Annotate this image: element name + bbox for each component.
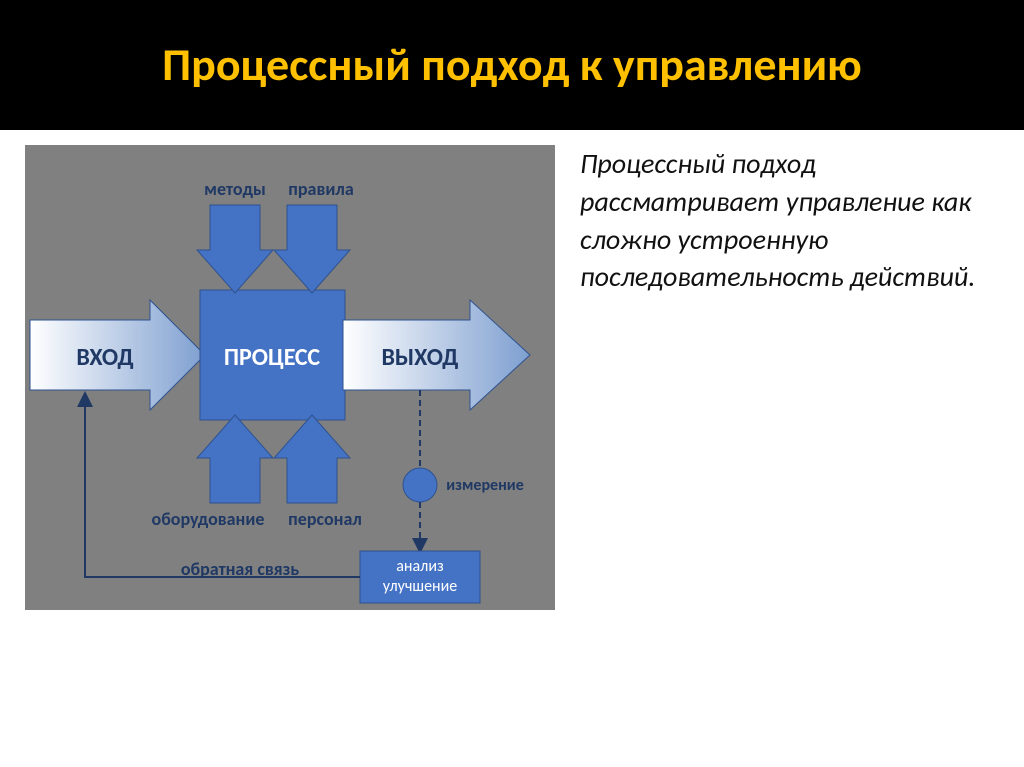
slide-title: Процессный подход к управлению (162, 37, 862, 93)
content-row: ВХОД ПРОЦЕСС ВЫХОД методы правила (0, 130, 1024, 610)
improvement-label: улучшение (383, 577, 457, 596)
output-arrow: ВЫХОД (343, 300, 530, 410)
input-arrow: ВХОД (30, 300, 205, 410)
analysis-label: анализ (396, 557, 444, 576)
top-arrow-methods: методы (197, 178, 273, 293)
input-label: ВХОД (76, 343, 133, 372)
feedback-label: обратная связь (181, 558, 299, 580)
description-text: Процессный подход рассматривает управлен… (580, 145, 980, 610)
bottom-arrow-personnel: персонал (274, 415, 362, 530)
measurement-node: измерение (403, 390, 524, 550)
process-label: ПРОЦЕСС (224, 343, 321, 372)
bottom-arrow-equipment: оборудование (152, 415, 273, 530)
slide-header: Процессный подход к управлению (0, 0, 1024, 130)
analysis-box: анализ улучшение (360, 551, 480, 603)
measurement-label: измерение (446, 476, 524, 495)
top-arrow-rules: правила (274, 178, 354, 293)
rules-label: правила (288, 178, 353, 200)
output-label: ВЫХОД (382, 343, 459, 372)
methods-label: методы (204, 178, 266, 200)
personnel-label: персонал (288, 508, 362, 530)
equipment-label: оборудование (152, 508, 265, 530)
process-box: ПРОЦЕСС (200, 290, 345, 420)
process-diagram: ВХОД ПРОЦЕСС ВЫХОД методы правила (25, 145, 555, 610)
